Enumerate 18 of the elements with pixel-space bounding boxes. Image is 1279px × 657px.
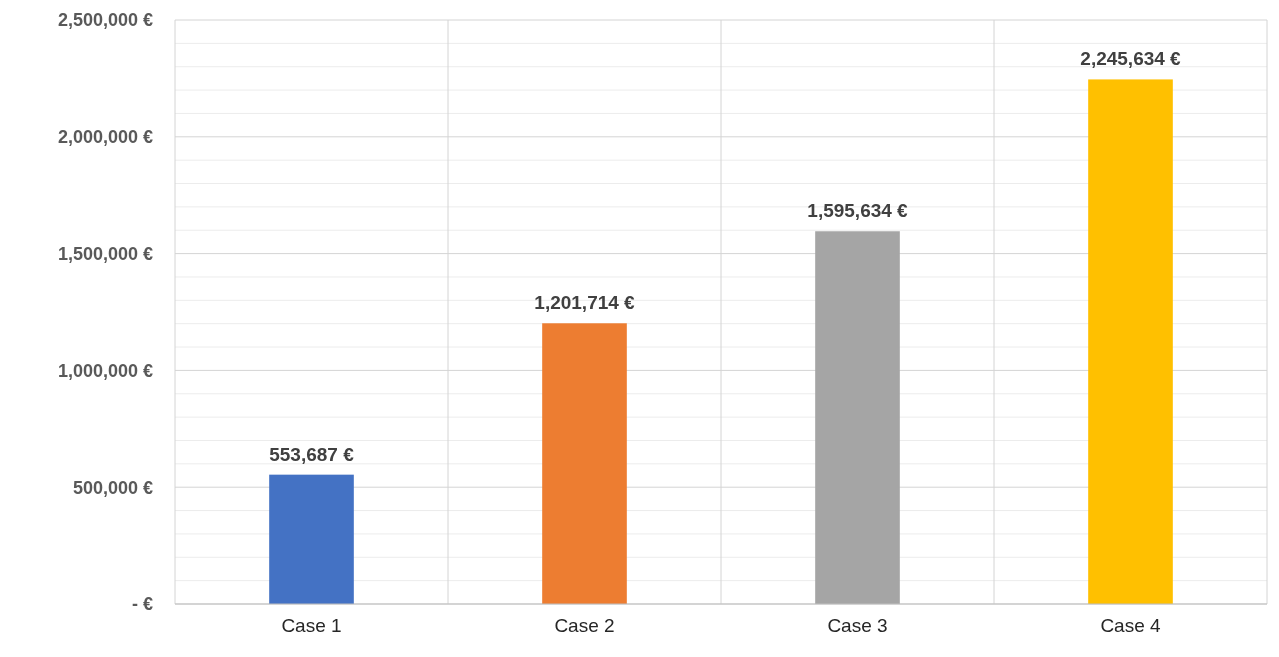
y-tick-label: 2,000,000 € <box>57 127 153 148</box>
y-tick-label: - € <box>131 594 153 615</box>
data-label: 2,245,634 € <box>1080 48 1182 70</box>
x-tick-label: Case 2 <box>554 615 615 636</box>
y-tick-label: 1,500,000 € <box>57 243 153 264</box>
x-tick-label: Case 4 <box>1100 615 1162 636</box>
x-tick-label: Case 3 <box>827 615 888 636</box>
y-tick-label: 2,500,000 € <box>57 10 153 31</box>
data-label: 553,687 € <box>269 443 355 465</box>
y-tick-label: 1,000,000 € <box>57 360 153 381</box>
bar <box>1088 79 1173 604</box>
y-tick-label: 500,000 € <box>72 477 153 498</box>
data-label: 1,595,634 € <box>807 200 909 222</box>
bar <box>815 231 900 604</box>
data-label: 1,201,714 € <box>534 292 636 314</box>
bar <box>269 474 354 604</box>
x-tick-label: Case 1 <box>281 615 342 636</box>
bar <box>542 323 627 604</box>
